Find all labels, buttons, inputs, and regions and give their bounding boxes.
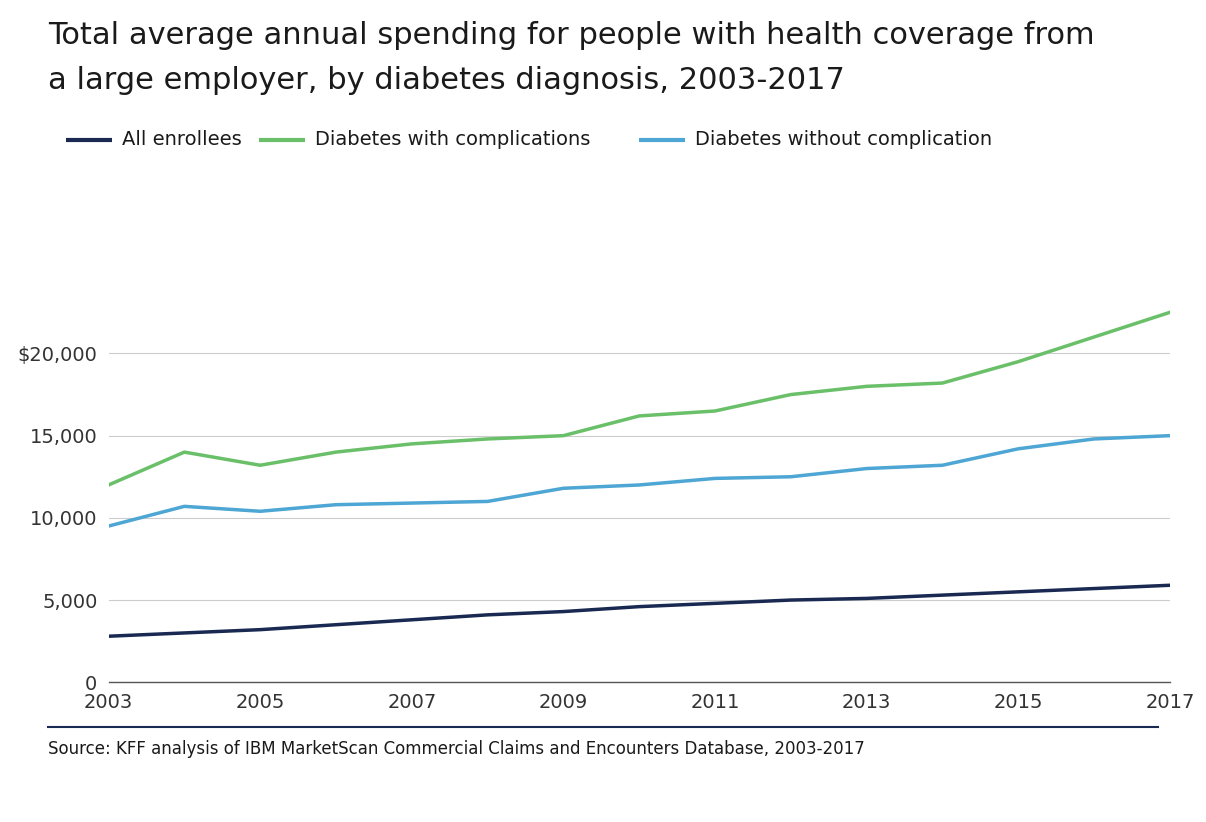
Text: Diabetes with complications: Diabetes with complications: [315, 130, 590, 150]
Text: Source: KFF analysis of IBM MarketScan Commercial Claims and Encounters Database: Source: KFF analysis of IBM MarketScan C…: [48, 740, 865, 758]
Text: a large employer, by diabetes diagnosis, 2003-2017: a large employer, by diabetes diagnosis,…: [48, 66, 845, 95]
Text: Total average annual spending for people with health coverage from: Total average annual spending for people…: [48, 21, 1095, 49]
Text: All enrollees: All enrollees: [122, 130, 241, 150]
Text: Diabetes without complication: Diabetes without complication: [695, 130, 991, 150]
